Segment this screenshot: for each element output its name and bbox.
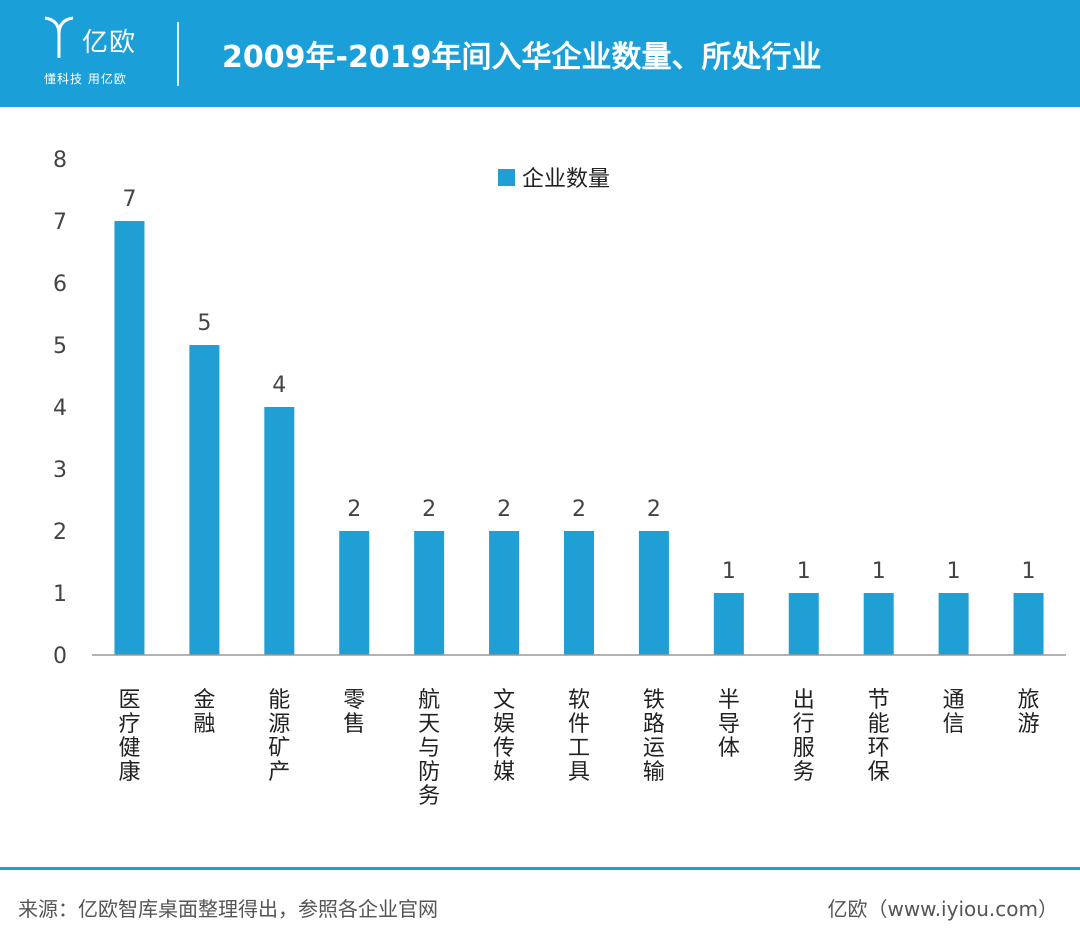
data-label: 7: [122, 187, 136, 212]
data-labels: 7 5 4 2 2 2 2 2 1 1 1 1 1: [122, 187, 1035, 584]
bar: [489, 531, 520, 655]
bar: [638, 531, 669, 655]
category-label: 节能环保: [868, 688, 890, 785]
header-banner: 亿欧 懂科技 用亿欧 2009年-2019年间入华企业数量、所处行业: [0, 0, 1080, 107]
data-label: 1: [947, 559, 961, 584]
category-label: 旅游: [1018, 688, 1040, 737]
data-label: 1: [722, 559, 736, 584]
category-label: 通信: [943, 688, 965, 737]
category-label: 医疗健康: [118, 688, 140, 785]
category-label: 文娱传媒: [493, 688, 515, 785]
category-label: 半导体: [718, 688, 740, 761]
bar-chart: 0 1 2 3 4 5 6 7 8 7 5 4 2 2 2 2 2 1 1 1 1 1 医疗健康 金融 能源矿产 零售 航天与防…: [53, 148, 1066, 809]
bar: [114, 221, 145, 655]
bar: [863, 593, 894, 655]
category-label: 软件工具: [568, 688, 590, 785]
data-label: 2: [422, 497, 436, 522]
data-label: 4: [272, 373, 286, 398]
bar: [713, 593, 744, 655]
data-label: 2: [497, 497, 511, 522]
legend-label: 企业数量: [522, 167, 610, 192]
data-label: 1: [1022, 559, 1036, 584]
category-label: 能源矿产: [268, 688, 290, 785]
category-label: 金融: [193, 688, 215, 737]
legend-swatch: [498, 169, 515, 186]
category-label: 出行服务: [793, 688, 815, 785]
y-tick-label: 5: [53, 334, 67, 359]
y-tick-label: 8: [53, 148, 67, 173]
footer-brand: 亿欧（www.iyiou.com）: [827, 897, 1058, 921]
logo-name: 亿欧: [82, 28, 137, 58]
page-title: 2009年-2019年间入华企业数量、所处行业: [222, 40, 822, 75]
bars: [114, 221, 1044, 655]
bar: [414, 531, 445, 655]
data-label: 2: [647, 497, 661, 522]
bar: [564, 531, 594, 655]
y-tick-label: 2: [53, 520, 67, 545]
data-label: 2: [347, 497, 361, 522]
y-tick-label: 7: [53, 210, 67, 235]
legend: 企业数量: [498, 167, 610, 192]
data-label: 1: [797, 559, 811, 584]
y-axis-ticks: 0 1 2 3 4 5 6 7 8: [53, 148, 67, 669]
y-tick-label: 3: [53, 458, 67, 483]
bar: [938, 593, 969, 655]
bar: [189, 345, 220, 655]
y-tick-label: 4: [53, 396, 67, 421]
bar: [1013, 593, 1044, 655]
logo-slogan: 懂科技 用亿欧: [44, 72, 127, 86]
y-tick-label: 0: [53, 644, 67, 669]
header-divider: [177, 22, 179, 86]
bar: [788, 593, 819, 655]
data-label: 1: [872, 559, 886, 584]
category-label: 零售: [343, 688, 365, 737]
logo-icon: [44, 16, 74, 58]
category-label: 航天与防务: [418, 688, 440, 809]
footer-divider: [0, 867, 1080, 870]
y-tick-label: 1: [53, 582, 67, 607]
data-label: 2: [572, 497, 586, 522]
bar: [339, 531, 370, 655]
brand-logo: 亿欧 懂科技 用亿欧: [40, 16, 150, 91]
data-label: 5: [197, 311, 211, 336]
y-tick-label: 6: [53, 272, 67, 297]
category-label: 铁路运输: [643, 688, 665, 785]
source-note: 来源：亿欧智库桌面整理得出，参照各企业官网: [18, 897, 438, 921]
category-labels: 医疗健康 金融 能源矿产 零售 航天与防务 文娱传媒 软件工具 铁路运输 半导体 出行服务 节能环保…: [118, 688, 1039, 809]
bar: [264, 407, 295, 655]
